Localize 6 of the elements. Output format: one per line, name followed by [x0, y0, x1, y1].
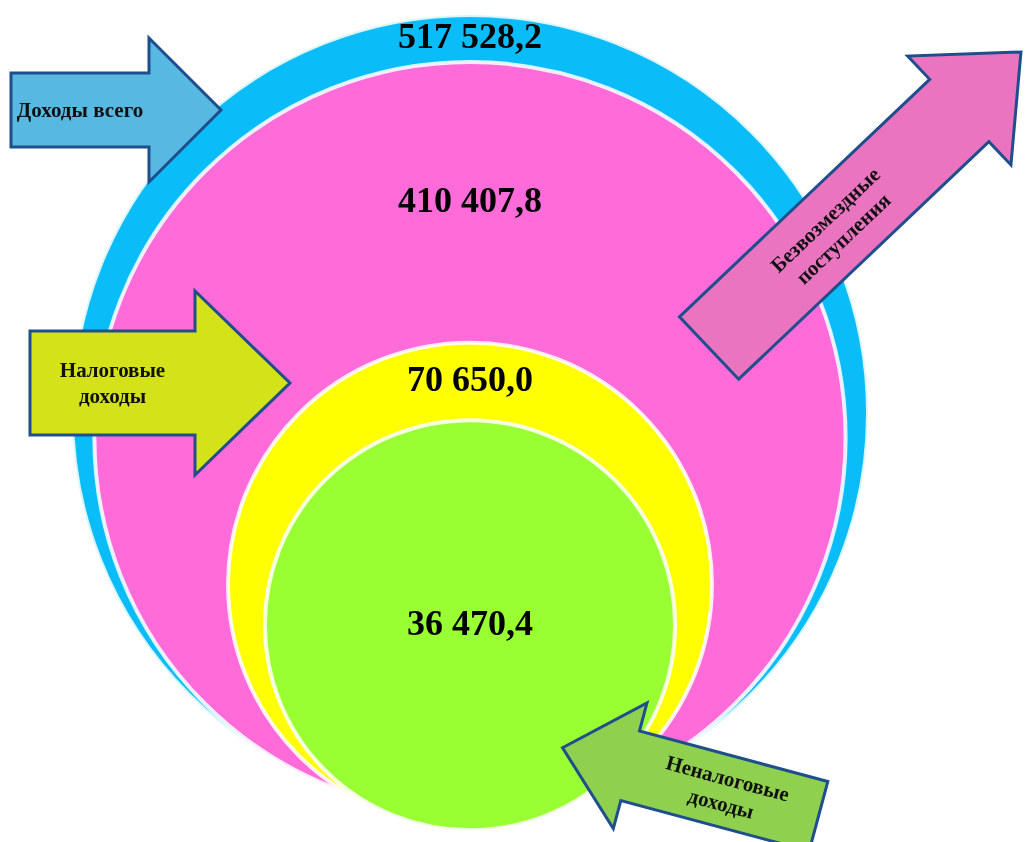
data-label: 70 650,0 — [407, 358, 533, 399]
data-label: 517 528,2 — [398, 15, 542, 56]
category-label: Налоговые доходы — [58, 357, 167, 409]
data-label: 410 407,8 — [398, 179, 542, 220]
category-label: Доходы всего — [16, 97, 144, 123]
data-label: 36 470,4 — [407, 602, 533, 643]
